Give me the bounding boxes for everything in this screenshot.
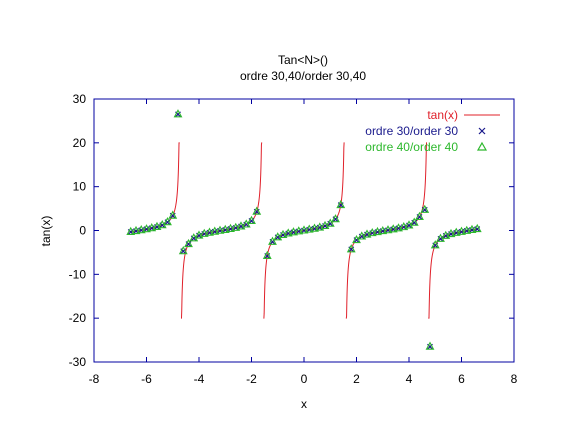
x-tick-label: 6 — [458, 372, 465, 386]
y-tick-label: 20 — [73, 136, 87, 150]
order40-point — [278, 229, 288, 239]
order40-point — [325, 218, 335, 227]
x-tick-label: -4 — [194, 372, 205, 386]
order40-point — [362, 229, 372, 238]
order40-point — [415, 211, 424, 220]
x-tick-label: 2 — [353, 372, 360, 386]
order40-point — [268, 236, 277, 245]
order40-point — [236, 221, 246, 230]
y-tick-label: 30 — [73, 92, 87, 106]
order40-point — [126, 226, 136, 235]
order40-point — [457, 226, 466, 235]
order40-point — [388, 224, 398, 233]
order40-point — [231, 222, 241, 231]
x-tick-label: 4 — [406, 372, 413, 386]
order40-point — [467, 224, 477, 234]
chart-title: Tan<N>() — [278, 53, 328, 67]
order40-point — [394, 223, 403, 232]
order40-point — [178, 245, 188, 255]
order40-point — [430, 240, 440, 249]
x-axis-label: x — [301, 397, 307, 411]
order40-point — [383, 225, 393, 234]
order40-point — [310, 223, 319, 232]
order40-point — [315, 222, 325, 231]
order40-point — [425, 341, 435, 350]
order40-point — [262, 250, 272, 259]
order40-point — [420, 204, 430, 213]
y-tick-label: -10 — [69, 267, 87, 281]
order40-point — [205, 227, 214, 236]
x-tick-label: -6 — [141, 372, 152, 386]
order40-point — [294, 226, 304, 235]
y-tick-label: 0 — [79, 224, 86, 238]
order40-point — [409, 217, 419, 226]
order40-point — [378, 225, 388, 235]
legend-label-tan: tan(x) — [427, 108, 458, 122]
legend: tan(x) ordre 30/order 30 ordre 40/order … — [365, 108, 500, 154]
order40-point — [215, 225, 225, 234]
y-tick-label: 10 — [73, 180, 87, 194]
legend-marker-order40 — [476, 141, 488, 151]
order40-point — [136, 224, 146, 234]
x-tick-label: -2 — [246, 372, 257, 386]
y-tick-label: -30 — [69, 355, 87, 369]
order40-point — [152, 221, 162, 230]
order40-point — [304, 224, 314, 233]
chart-subtitle: ordre 30,40/order 30,40 — [240, 69, 366, 83]
legend-label-order30: ordre 30/order 30 — [365, 124, 458, 138]
order40-point — [462, 225, 472, 234]
order40-point — [168, 210, 178, 219]
order40-point — [299, 225, 309, 234]
order40-point — [451, 227, 461, 236]
order40-point — [247, 215, 256, 224]
x-axis-ticks: -8 -6 -4 -2 0 2 4 6 8 — [89, 99, 518, 386]
order40-point — [283, 228, 293, 237]
order40-point — [331, 214, 340, 223]
order40-point — [399, 221, 409, 231]
legend-marker-order30 — [478, 127, 486, 135]
order40-point — [226, 223, 235, 232]
order40-point — [142, 224, 151, 233]
order40-point — [184, 238, 193, 248]
order40-point — [220, 224, 230, 233]
x-tick-label: 0 — [301, 372, 308, 386]
order40-point — [357, 231, 367, 240]
x-tick-label: 8 — [511, 372, 518, 386]
y-axis-label: tan(x) — [39, 216, 53, 247]
order40-point — [346, 244, 356, 253]
x-tick-label: -8 — [89, 372, 100, 386]
order40-point — [252, 206, 262, 215]
y-axis-ticks: -30 -20 -10 0 10 20 30 — [69, 92, 514, 369]
order40-point — [199, 228, 209, 237]
order40-point — [173, 109, 183, 118]
order40-point — [289, 227, 298, 236]
plot-series — [126, 109, 482, 350]
order40-point — [446, 228, 456, 238]
order40-point — [163, 217, 172, 226]
order40-point — [131, 225, 141, 235]
order40-point — [472, 223, 482, 233]
order40-point — [441, 230, 451, 239]
y-tick-label: -20 — [69, 311, 87, 325]
order40-point — [194, 230, 204, 239]
order40-point — [336, 199, 346, 209]
order40-point — [210, 226, 220, 235]
legend-label-order40: ordre 40/order 40 — [365, 140, 458, 154]
order40-point — [367, 227, 377, 237]
order40-point — [147, 223, 157, 232]
order40-point — [373, 226, 382, 236]
